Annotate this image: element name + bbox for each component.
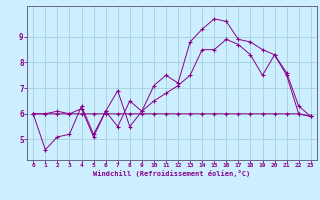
X-axis label: Windchill (Refroidissement éolien,°C): Windchill (Refroidissement éolien,°C): [93, 170, 251, 177]
